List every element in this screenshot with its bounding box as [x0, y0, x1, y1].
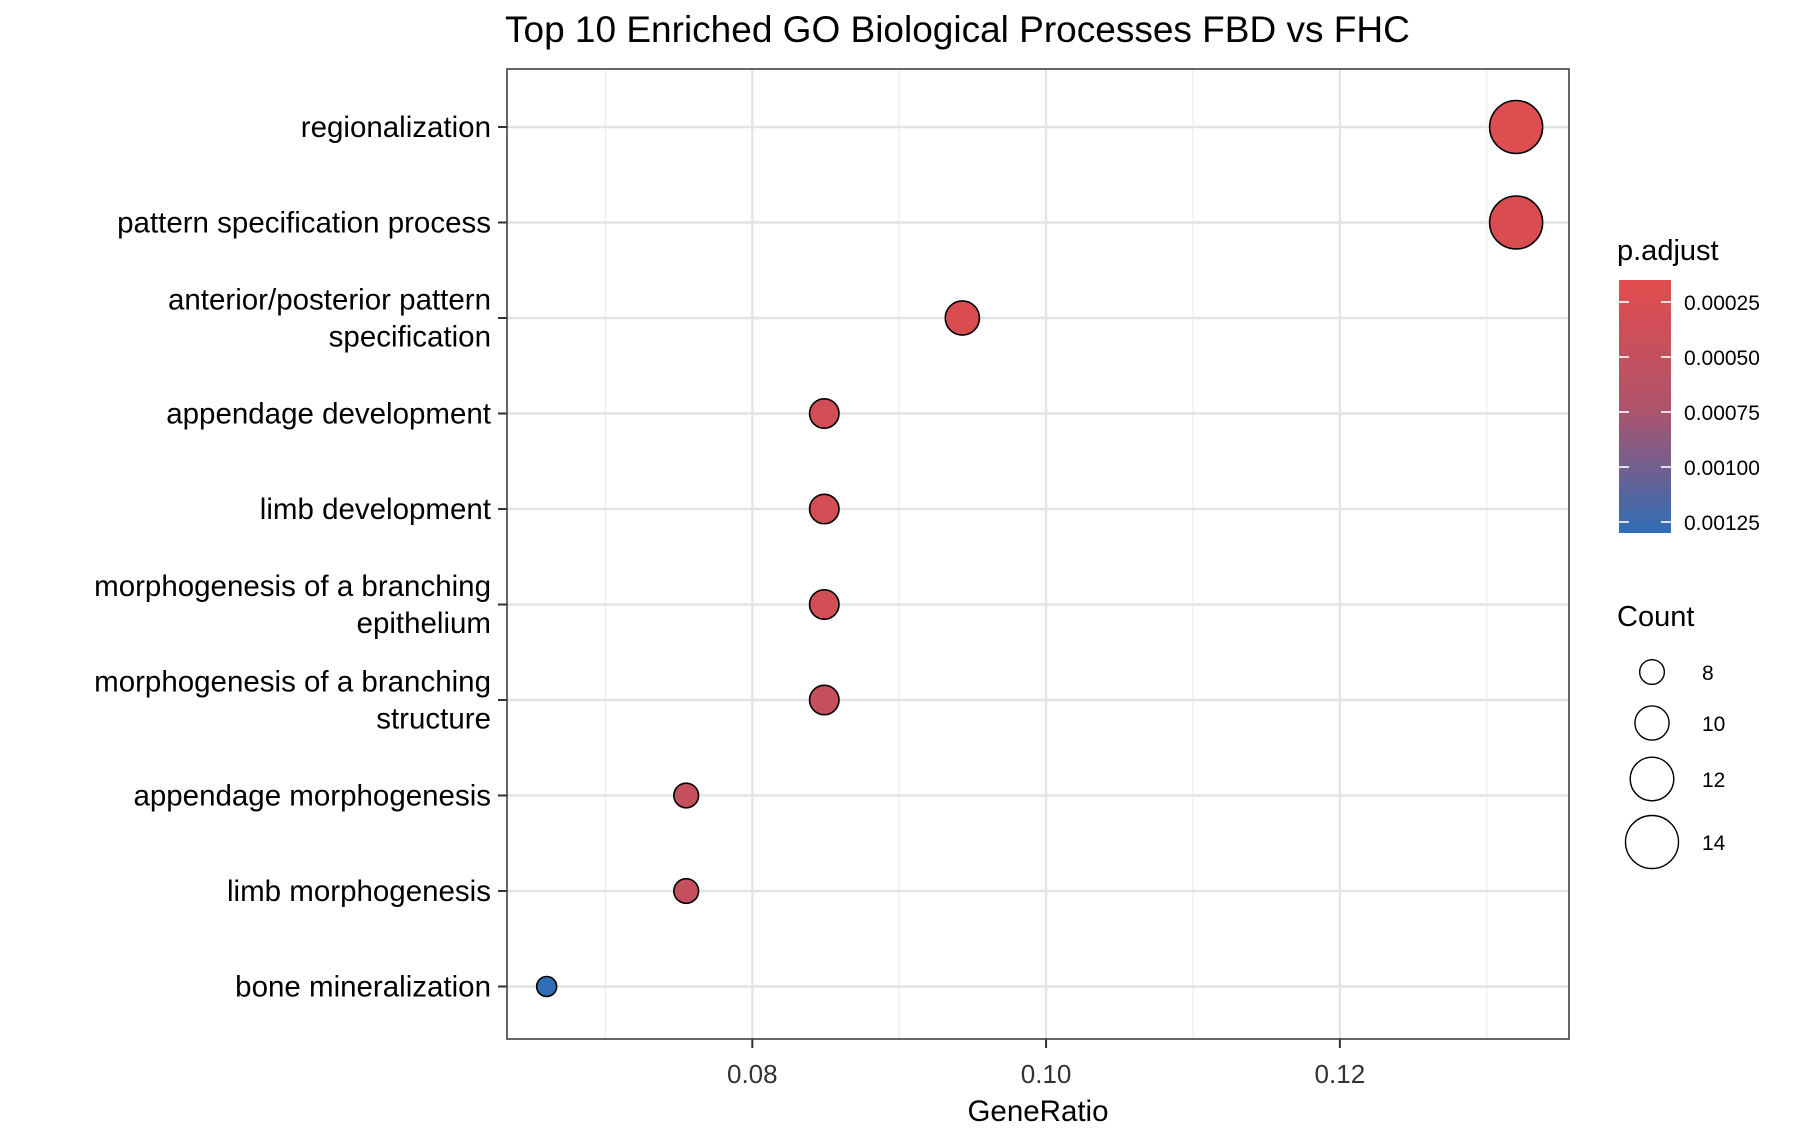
y-tick-label: bone mineralization [235, 971, 491, 1004]
points [535, 99, 1544, 998]
color-legend-ticks: 0.00025 0.00050 0.00075 0.00100 0.00125 [1619, 292, 1760, 535]
size-legend: Count 8 10 12 14 [1617, 601, 1726, 870]
y-tick-label: specification [329, 321, 491, 354]
y-tick-label: appendage development [166, 398, 491, 431]
size-legend-key [1624, 814, 1680, 870]
x-axis-title: GeneRatio [967, 1095, 1108, 1128]
chart-title: Top 10 Enriched GO Biological Processes … [505, 9, 1410, 50]
y-axis: regionalization pattern specification pro… [94, 111, 507, 1004]
data-point [808, 397, 840, 430]
x-tick-label: 0.08 [727, 1059, 778, 1089]
color-legend: p.adjust 0.000250.000500.000750.001000.0… [1617, 235, 1760, 535]
data-point [1488, 195, 1544, 250]
y-tick-label: structure [376, 703, 491, 736]
y-tick-label: regionalization [301, 111, 491, 144]
data-point [808, 684, 840, 716]
color-tick-label: 0.00125 [1684, 512, 1760, 535]
grid [507, 69, 1569, 1039]
y-tick-label: appendage morphogenesis [133, 780, 491, 813]
size-legend-label: 10 [1702, 713, 1725, 736]
data-point [673, 877, 700, 905]
color-tick-label: 0.00050 [1684, 347, 1760, 370]
size-legend-key [1634, 705, 1670, 741]
data-point [535, 975, 558, 998]
color-tick-label: 0.00075 [1684, 402, 1760, 425]
size-legend-key [1629, 756, 1675, 802]
color-bar [1619, 280, 1671, 533]
size-legend-label: 8 [1702, 662, 1714, 685]
y-tick-label: anterior/posterior pattern [168, 284, 491, 317]
x-tick-label: 0.12 [1315, 1059, 1366, 1089]
y-tick-label: morphogenesis of a branching [94, 666, 491, 699]
size-legend-keys: 8 10 12 14 [1624, 658, 1726, 870]
panel-border [506, 68, 1570, 1040]
y-tick-label: pattern specification process [117, 207, 491, 240]
data-point [1488, 99, 1544, 155]
data-point [673, 782, 700, 809]
color-legend-title: p.adjust [1617, 235, 1719, 267]
data-point [944, 300, 981, 336]
size-legend-title: Count [1617, 601, 1694, 633]
color-tick-label: 0.00100 [1684, 457, 1760, 480]
size-legend-key [1638, 658, 1666, 686]
x-tick-label: 0.10 [1021, 1059, 1072, 1089]
y-tick-label: morphogenesis of a branching [94, 570, 491, 603]
y-tick-label: epithelium [357, 607, 491, 640]
y-tick-label: limb morphogenesis [227, 875, 491, 908]
color-tick-label: 0.00025 [1684, 292, 1760, 315]
size-legend-label: 14 [1702, 832, 1726, 855]
data-point [808, 493, 840, 525]
x-axis: 0.08 0.10 0.12 [727, 1039, 1365, 1089]
data-point [808, 588, 840, 621]
size-legend-label: 12 [1702, 769, 1725, 792]
y-tick-label: limb development [260, 493, 491, 526]
